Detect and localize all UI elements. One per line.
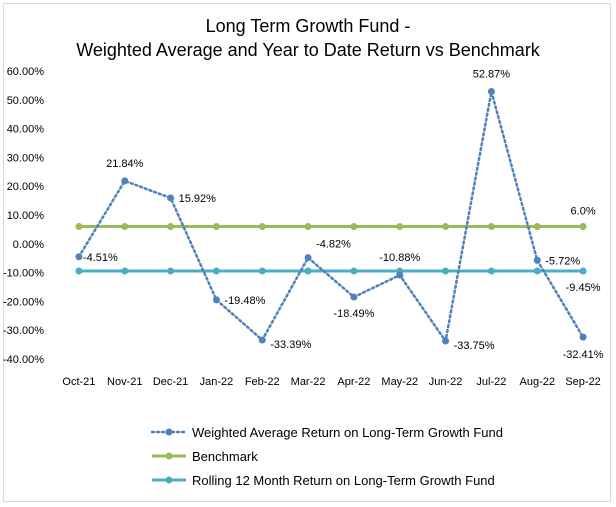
benchmark-point — [304, 223, 312, 231]
y-tick-label: -30.00% — [3, 325, 44, 337]
weighted-average-data-label: -33.39% — [270, 339, 311, 351]
y-tick-label: 30.00% — [7, 152, 45, 164]
x-tick-label: May-22 — [381, 376, 418, 388]
benchmark-point — [487, 223, 495, 231]
legend-weighted-average-marker — [165, 428, 173, 436]
weighted-average-point — [167, 194, 175, 202]
benchmark-point — [212, 223, 220, 231]
rolling-12-month-data-label: -9.45% — [566, 282, 601, 294]
chart-title-line2: Weighted Average and Year to Date Return… — [76, 40, 540, 60]
legend-weighted-average-label: Weighted Average Return on Long-Term Gro… — [192, 425, 503, 440]
weighted-average-point — [579, 333, 587, 341]
weighted-average-point — [487, 88, 495, 96]
legend-benchmark-marker — [165, 452, 173, 460]
rolling-12-month-point — [350, 267, 358, 275]
benchmark-point — [396, 223, 404, 231]
weighted-average-point — [533, 256, 541, 264]
weighted-average-line — [77, 91, 585, 345]
chart-title: Long Term Growth Fund - Weighted Average… — [0, 14, 616, 62]
y-tick-label: 20.00% — [7, 181, 45, 193]
y-tick-label: -10.00% — [3, 268, 44, 280]
benchmark-data-label: 6.0% — [571, 206, 596, 218]
x-tick-label: Nov-21 — [107, 376, 142, 388]
weighted-average-data-label: 52.87% — [473, 69, 511, 81]
y-tick-label: 60.00% — [7, 66, 45, 78]
weighted-average-data-label: -10.88% — [379, 252, 420, 264]
x-tick-label: Dec-21 — [153, 376, 188, 388]
benchmark-point — [121, 223, 129, 231]
weighted-average-point — [212, 296, 220, 304]
rolling-12-month-point — [212, 267, 220, 275]
x-tick-label: Jun-22 — [429, 376, 463, 388]
weighted-average-data-label: 15.92% — [179, 193, 217, 205]
benchmark-point — [533, 223, 541, 231]
rolling-12-month-point — [167, 267, 175, 275]
x-tick-label: Feb-22 — [245, 376, 280, 388]
weighted-average-point — [258, 336, 266, 344]
weighted-average-point — [75, 253, 83, 261]
x-tick-label: Aug-22 — [520, 376, 555, 388]
weighted-average-point — [442, 337, 450, 345]
weighted-average-point — [121, 177, 129, 185]
x-tick-label: Sep-22 — [565, 376, 600, 388]
y-tick-label: 50.00% — [7, 95, 45, 107]
legend-rolling-12-month-marker — [165, 476, 173, 484]
weighted-average-data-label: -5.72% — [545, 255, 580, 267]
weighted-average-data-label: -18.49% — [333, 308, 374, 320]
y-tick-label: -20.00% — [3, 296, 44, 308]
x-tick-label: Mar-22 — [291, 376, 326, 388]
weighted-average-data-label: -19.48% — [224, 295, 265, 307]
benchmark-point — [442, 223, 450, 231]
rolling-12-month-point — [121, 267, 129, 275]
y-tick-label: 0.00% — [13, 239, 44, 251]
chart-frame — [3, 3, 611, 502]
rolling-12-month-point — [487, 267, 495, 275]
weighted-average-data-label: 21.84% — [106, 158, 144, 170]
benchmark-point — [167, 223, 175, 231]
benchmark-point — [350, 223, 358, 231]
weighted-average-data-label: -4.82% — [316, 239, 351, 251]
x-tick-label: Apr-22 — [337, 376, 370, 388]
weighted-average-data-label: -33.75% — [454, 340, 495, 352]
rolling-12-month-point — [533, 267, 541, 275]
rolling-12-month-point — [304, 267, 312, 275]
weighted-average-data-label: -4.51% — [83, 252, 118, 264]
weighted-average-point — [396, 271, 404, 279]
rolling-12-month-point — [442, 267, 450, 275]
legend-benchmark-label: Benchmark — [192, 449, 258, 464]
benchmark-point — [579, 223, 587, 231]
x-tick-label: Oct-21 — [62, 376, 95, 388]
x-tick-label: Jan-22 — [200, 376, 234, 388]
x-tick-label: Jul-22 — [476, 376, 506, 388]
y-tick-label: 40.00% — [7, 124, 45, 136]
weighted-average-point — [350, 293, 358, 301]
rolling-12-month-point — [75, 267, 83, 275]
weighted-average-point — [304, 254, 312, 262]
benchmark-point — [258, 223, 266, 231]
y-tick-label: 10.00% — [7, 210, 45, 222]
chart-title-line1: Long Term Growth Fund - — [205, 16, 411, 36]
y-tick-label: -40.00% — [3, 354, 44, 366]
weighted-average-data-label: -32.41% — [563, 349, 604, 361]
rolling-12-month-point — [258, 267, 266, 275]
legend-rolling-12-month-label: Rolling 12 Month Return on Long-Term Gro… — [192, 473, 495, 488]
benchmark-point — [75, 223, 83, 231]
rolling-12-month-point — [579, 267, 587, 275]
